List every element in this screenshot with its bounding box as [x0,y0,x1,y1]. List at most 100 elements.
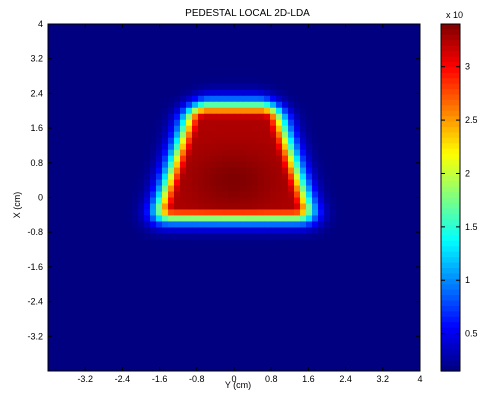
heatmap-cell [306,180,313,187]
heatmap-cell [312,60,319,67]
heatmap-cell [390,48,397,55]
heatmap-cell [150,174,157,181]
heatmap-cell [120,239,127,246]
heatmap-cell [396,293,403,300]
heatmap-cell [252,311,259,318]
heatmap-cell [126,186,133,193]
heatmap-cell [372,221,379,228]
heatmap-cell [384,78,391,85]
heatmap-cell [294,335,301,342]
heatmap-cell [96,293,103,300]
heatmap-cell [348,239,355,246]
heatmap-cell [168,335,175,342]
heatmap-cell [282,96,289,103]
heatmap-cell [234,311,241,318]
heatmap-cell [300,323,307,330]
heatmap-cell [78,251,85,258]
heatmap-cell [306,257,313,264]
heatmap-cell [132,24,139,31]
heatmap-cell [210,24,217,31]
heatmap-cell [390,269,397,276]
heatmap-cell [126,269,133,276]
heatmap-cell [210,347,217,354]
heatmap-cell [252,341,259,348]
heatmap-cell [186,341,193,348]
heatmap-cell [48,102,55,109]
heatmap-cell [408,251,415,258]
heatmap-cell [198,114,205,121]
heatmap-cell [48,269,55,276]
heatmap-cell [396,96,403,103]
heatmap-cell [330,96,337,103]
heatmap-cell [138,24,145,31]
heatmap-cell [270,293,277,300]
heatmap-cell [162,132,169,139]
heatmap-cell [288,198,295,205]
heatmap-cell [108,186,115,193]
heatmap-cell [138,353,145,360]
heatmap-cell [402,60,409,67]
heatmap-cell [378,239,385,246]
heatmap-cell [408,108,415,115]
heatmap-cell [378,198,385,205]
heatmap-cell [234,215,241,222]
heatmap-cell [186,156,193,163]
heatmap-cell [150,209,157,216]
heatmap-cell [198,239,205,246]
heatmap-cell [324,78,331,85]
heatmap-cell [384,174,391,181]
heatmap-cell [132,353,139,360]
heatmap-cell [54,156,61,163]
heatmap-cell [408,30,415,37]
heatmap-cell [102,311,109,318]
heatmap-cell [372,108,379,115]
heatmap-cell [96,209,103,216]
heatmap-cell [180,174,187,181]
heatmap-cell [300,329,307,336]
heatmap-cell [312,90,319,97]
heatmap-cell [246,329,253,336]
heatmap-cell [282,347,289,354]
heatmap-cell [66,102,73,109]
heatmap-cell [324,144,331,151]
heatmap-cell [156,323,163,330]
heatmap-cell [240,90,247,97]
heatmap-cell [84,120,91,127]
heatmap-cell [324,180,331,187]
heatmap-cell [150,36,157,43]
heatmap-cell [126,239,133,246]
heatmap-cell [366,60,373,67]
heatmap-cell [168,126,175,133]
heatmap-cell [126,203,133,210]
heatmap-cell [228,120,235,127]
heatmap-cell [126,293,133,300]
heatmap-cell [126,353,133,360]
heatmap-cell [132,168,139,175]
heatmap-cell [366,269,373,276]
heatmap-cell [276,305,283,312]
heatmap-cell [216,239,223,246]
heatmap-cell [300,174,307,181]
heatmap-cell [228,293,235,300]
heatmap-cell [126,263,133,270]
heatmap-cell [54,245,61,252]
heatmap-cell [366,203,373,210]
heatmap-cell [120,203,127,210]
heatmap-cell [228,138,235,145]
heatmap-cell [132,299,139,306]
heatmap-cell [408,90,415,97]
heatmap-cell [48,186,55,193]
heatmap-cell [192,60,199,67]
heatmap-cell [72,347,79,354]
heatmap-cell [258,54,265,61]
heatmap-cell [96,114,103,121]
heatmap-cell [138,42,145,49]
heatmap-cell [282,78,289,85]
heatmap-cell [132,72,139,79]
heatmap-cell [90,120,97,127]
heatmap-cell [354,245,361,252]
heatmap-cell [48,215,55,222]
heatmap-cell [396,84,403,91]
heatmap-cell [180,359,187,366]
heatmap-cell [252,54,259,61]
